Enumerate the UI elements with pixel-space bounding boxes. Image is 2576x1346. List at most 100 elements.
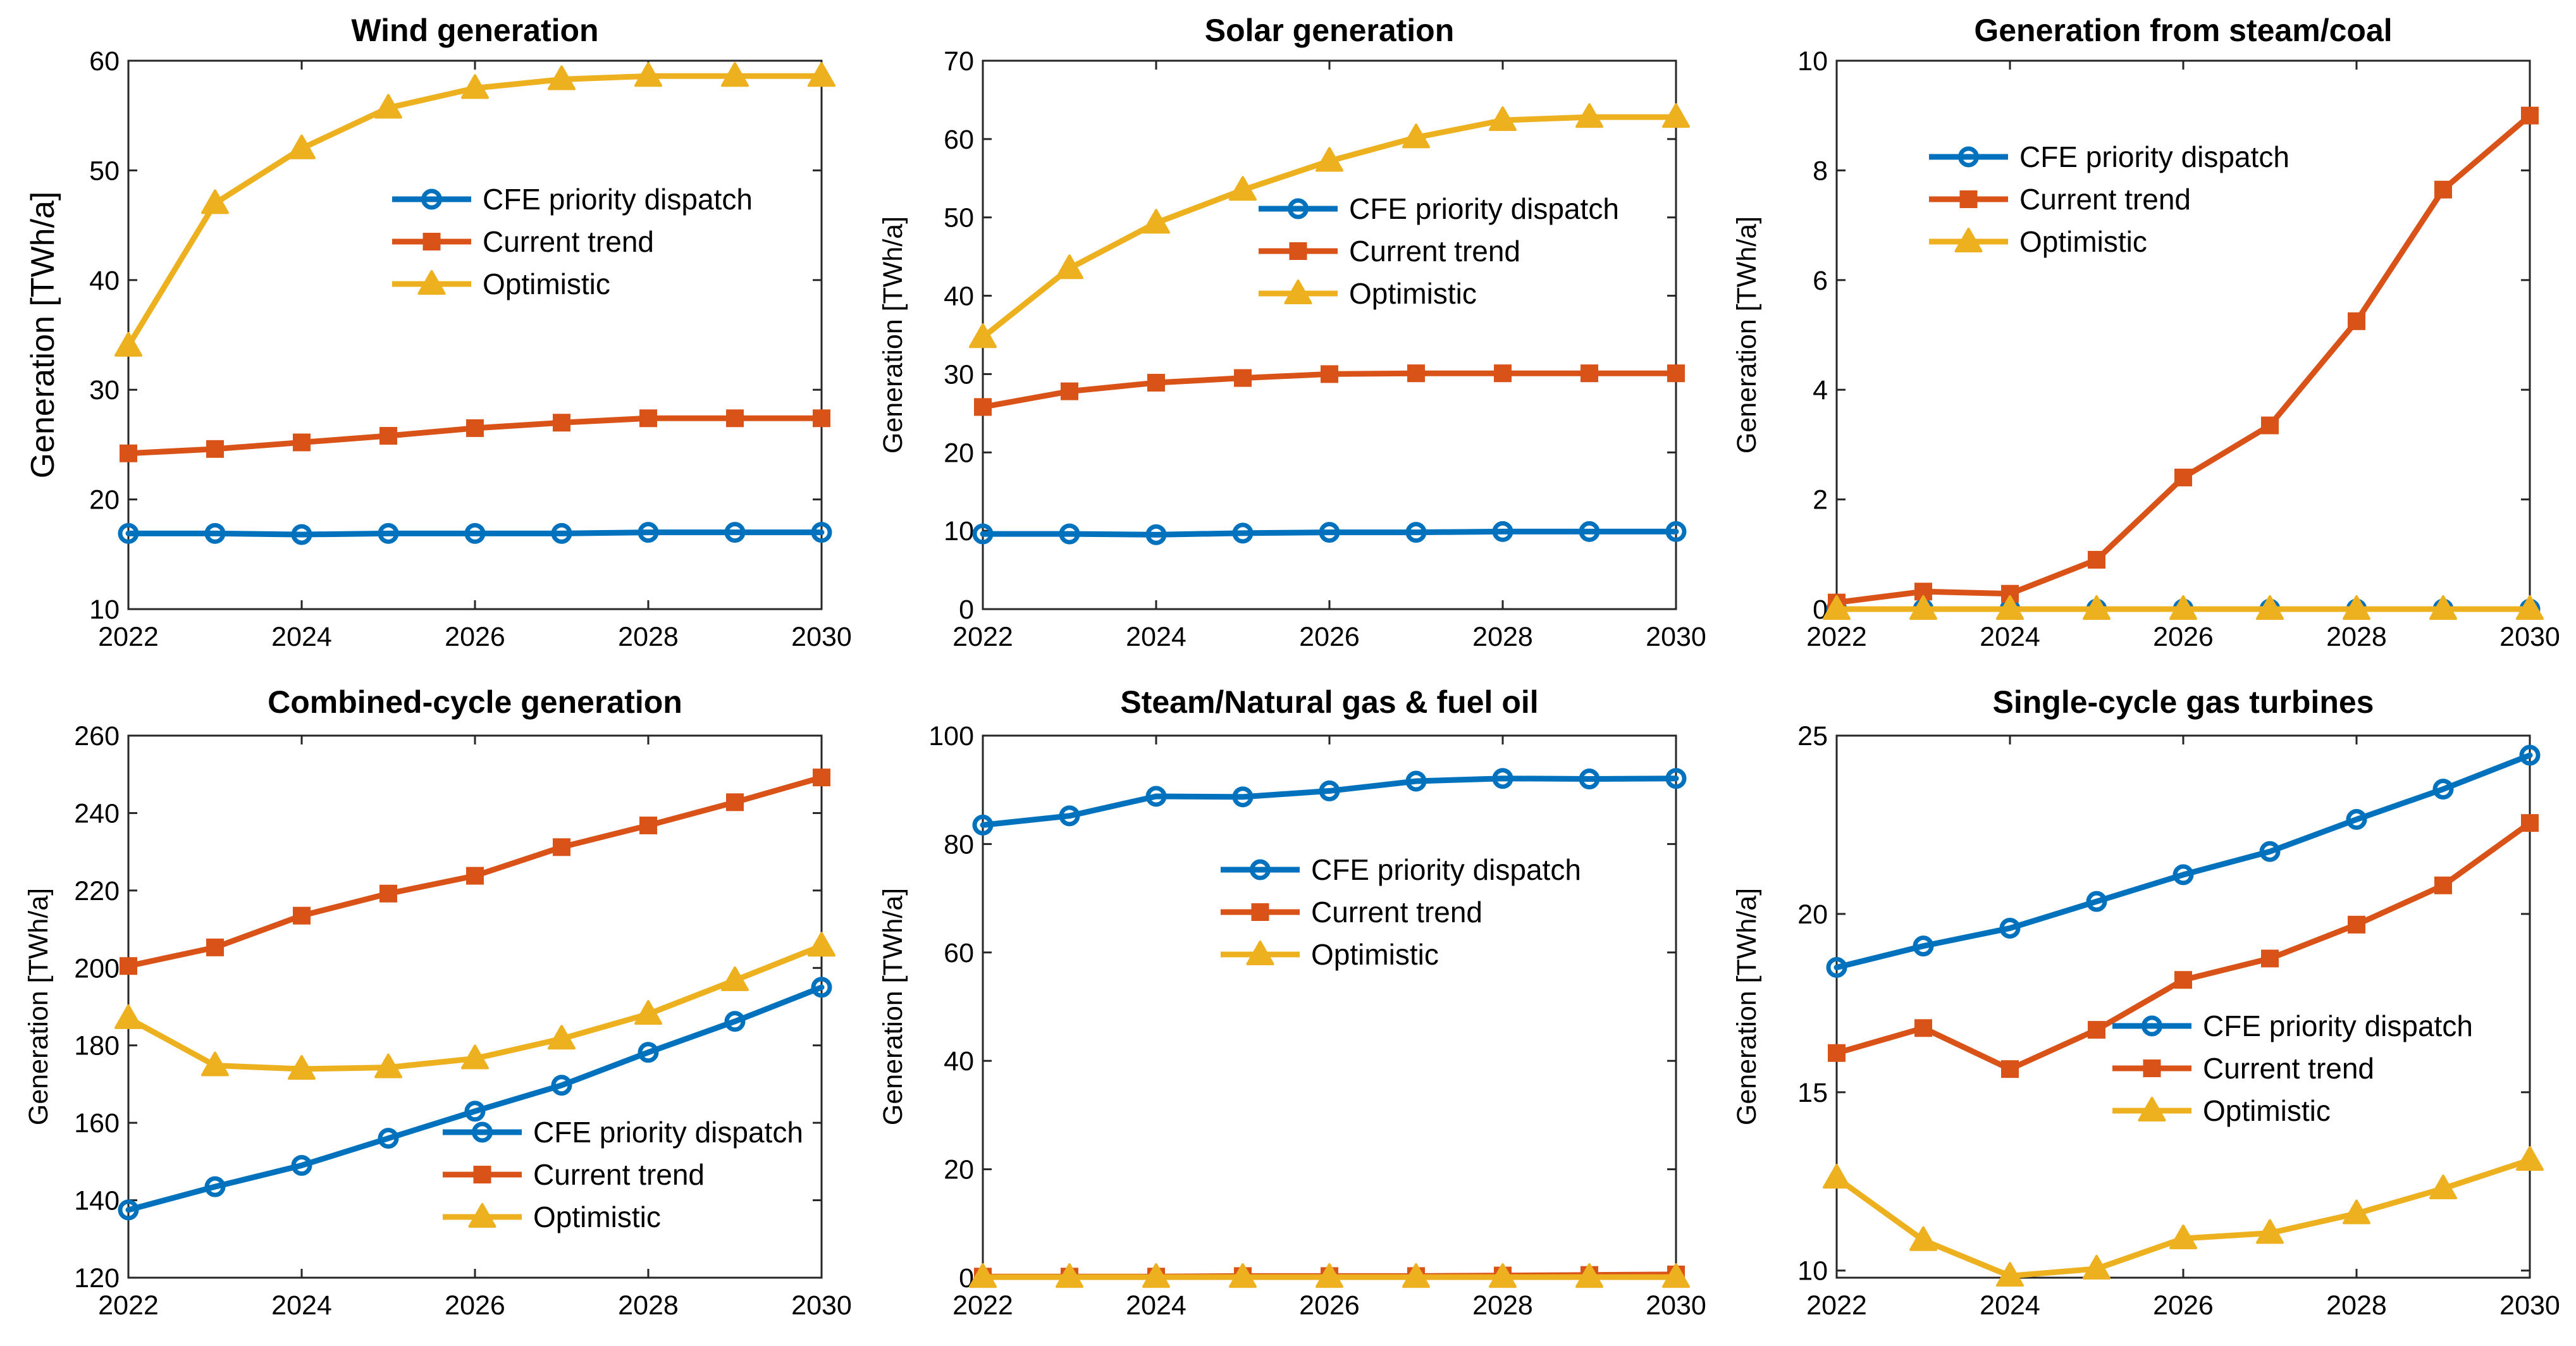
data-point — [2429, 1175, 2457, 1200]
legend: CFE priority dispatch Current trend Optimi… — [1929, 140, 2289, 258]
data-point — [374, 1053, 402, 1078]
y-tick-label: 0 — [959, 595, 974, 625]
y-tick-label: 30 — [89, 375, 120, 405]
y-tick-label: 200 — [74, 953, 120, 984]
series-line — [980, 775, 1679, 828]
legend-entry: Optimistic — [1349, 277, 1477, 310]
chart-title: Generation from steam/coal — [1974, 13, 2392, 48]
data-point — [1996, 1262, 2024, 1287]
data-point — [553, 414, 570, 432]
data-point — [1494, 364, 1512, 383]
legend-entry: Current trend — [2019, 183, 2191, 216]
x-tick-label: 2028 — [618, 622, 679, 652]
data-point — [1909, 1226, 1937, 1251]
data-point — [1145, 524, 1167, 545]
data-point — [204, 522, 226, 544]
data-point — [1234, 369, 1252, 387]
x-tick-label: 2026 — [445, 1290, 505, 1321]
x-tick-label: 2022 — [98, 1290, 159, 1321]
data-point — [811, 522, 832, 543]
series-optimistic — [114, 62, 835, 357]
data-point — [118, 522, 139, 544]
series-line — [125, 984, 825, 1213]
legend-entry: Current trend — [533, 1158, 705, 1191]
data-point — [201, 189, 229, 214]
y-tick-label: 220 — [74, 876, 120, 906]
x-tick-label: 2024 — [271, 1290, 332, 1321]
legend-swatch-marker — [1250, 859, 1271, 880]
plot-area — [982, 59, 1677, 610]
data-point — [972, 814, 994, 836]
data-point — [2516, 595, 2544, 620]
x-tick-label: 2024 — [1980, 1290, 2040, 1321]
y-tick-label: 0 — [1813, 595, 1828, 625]
y-tick-label: 180 — [74, 1031, 120, 1061]
data-point — [1492, 768, 1513, 789]
series-current — [120, 409, 830, 462]
data-point — [974, 398, 992, 416]
x-tick-label: 2022 — [98, 622, 159, 652]
data-point — [2343, 1199, 2370, 1225]
legend-swatch-marker — [473, 1166, 491, 1183]
y-tick-label: 40 — [944, 1046, 974, 1077]
chart-title: Steam/Natural gas & fuel oil — [1120, 684, 1538, 720]
data-point — [551, 522, 572, 544]
x-tick-label: 2024 — [1980, 622, 2040, 652]
series-current — [120, 769, 830, 975]
chart-title: Combined-cycle generation — [268, 684, 682, 720]
data-point — [1319, 780, 1340, 801]
data-point — [1823, 1164, 1851, 1189]
data-point — [2088, 550, 2105, 569]
data-point — [1059, 805, 1080, 827]
data-point — [1579, 521, 1600, 542]
data-point — [2432, 779, 2454, 800]
series-current — [1828, 814, 2539, 1078]
y-axis-label: Generation [TWh/a] — [1732, 888, 1762, 1125]
data-point — [724, 1011, 746, 1032]
series-cfe — [118, 977, 832, 1221]
y-tick-label: 20 — [944, 438, 974, 468]
chart-title: Wind generation — [351, 13, 598, 48]
y-tick-label: 6 — [1813, 266, 1828, 296]
y-tick-label: 8 — [1813, 156, 1828, 186]
data-point — [114, 1004, 142, 1029]
y-tick-label: 20 — [89, 485, 120, 516]
data-point — [972, 523, 994, 545]
data-point — [1321, 365, 1338, 383]
data-point — [293, 906, 311, 925]
data-point — [2516, 1145, 2544, 1171]
series-cfe — [1826, 744, 2541, 978]
y-tick-label: 20 — [944, 1155, 974, 1185]
data-point — [634, 1000, 662, 1025]
legend-entry: Optimistic — [2019, 225, 2147, 258]
data-point — [1581, 364, 1598, 383]
legend-swatch-marker — [2138, 1097, 2166, 1121]
data-point — [201, 1051, 229, 1077]
series-current — [1828, 106, 2539, 612]
y-tick-label: 240 — [74, 798, 120, 829]
data-point — [1999, 917, 2021, 939]
data-point — [2256, 1219, 2284, 1244]
x-tick-label: 2030 — [1646, 622, 1706, 652]
legend-swatch-marker — [1954, 228, 1983, 252]
data-point — [1909, 595, 1937, 620]
data-point — [1316, 1263, 1343, 1288]
data-point — [1828, 1044, 1846, 1062]
data-point — [639, 409, 657, 428]
legend-entry: CFE priority dispatch — [1349, 192, 1619, 225]
legend: CFE priority dispatch Current trend Optimi… — [1221, 853, 1581, 971]
y-tick-label: 60 — [89, 46, 120, 77]
legend-swatch-marker — [1289, 242, 1307, 260]
data-point — [461, 74, 489, 99]
data-point — [2172, 864, 2194, 886]
data-point — [120, 957, 137, 975]
data-point — [1407, 364, 1425, 383]
legend-entry: CFE priority dispatch — [2019, 140, 2289, 173]
data-point — [1059, 523, 1080, 545]
data-point — [724, 522, 746, 543]
legend-entry: CFE priority dispatch — [483, 183, 753, 216]
legend-swatch-marker — [2142, 1015, 2162, 1037]
chart-panel-5: Steam/Natural gas & fuel oil Generation [… — [878, 684, 1706, 1321]
data-point — [1665, 521, 1687, 542]
plot-area — [982, 734, 1677, 1279]
